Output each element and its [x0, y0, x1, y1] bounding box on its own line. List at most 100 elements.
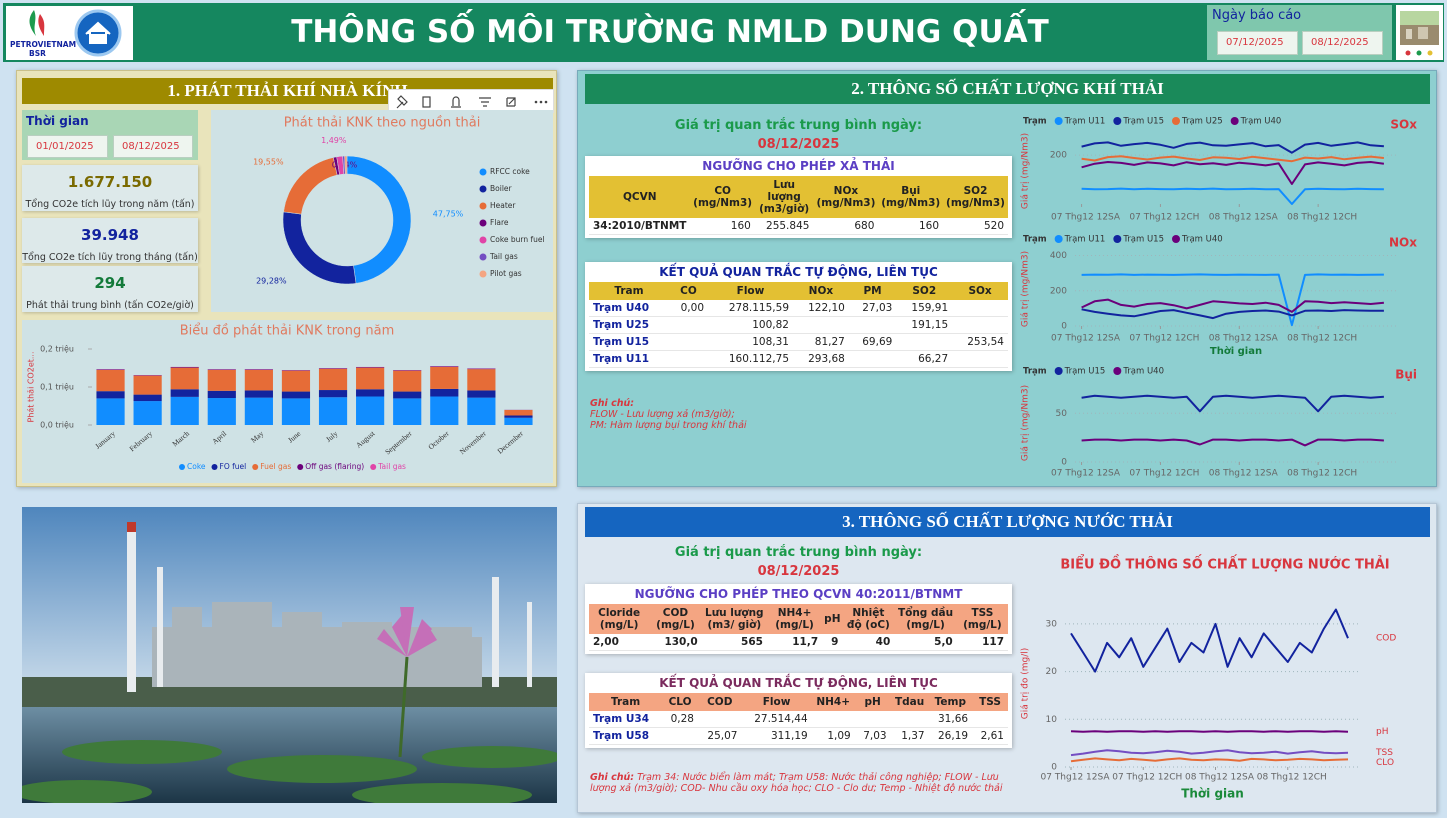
- series-line: [1081, 161, 1385, 185]
- bar-segment: [170, 367, 199, 368]
- table-cell: [668, 350, 709, 368]
- table-cell: 160: [690, 218, 755, 235]
- bar-segment: [207, 398, 236, 425]
- bar-chart: Biểu đồ phát thải KNK trong năm Phát thải…: [22, 320, 553, 483]
- bar-segment: [170, 367, 199, 390]
- date-from[interactable]: 07/12/2025: [1217, 31, 1298, 55]
- table-row: Trạm U25 100,82 191,15: [589, 316, 1008, 334]
- series-line: [1070, 730, 1349, 733]
- y-tick-label: 0: [1061, 322, 1067, 332]
- chart-title: SOx: [1390, 118, 1417, 132]
- bar-segment: [244, 369, 273, 370]
- legend-marker: [1172, 235, 1180, 243]
- date-filter-label: Ngày báo cáo: [1212, 8, 1302, 23]
- chart-title: NOx: [1389, 236, 1417, 250]
- y-tick-label: 20: [1046, 667, 1058, 677]
- row-label: Trạm U11: [589, 350, 669, 368]
- legend-marker: [1172, 117, 1180, 125]
- column-header: Tram: [589, 282, 669, 300]
- filter-icon[interactable]: [479, 97, 491, 107]
- x-tick-label: 08 Thg12 12CH: [1257, 773, 1327, 783]
- column-header: Temp: [928, 693, 973, 711]
- bar-segment: [96, 391, 125, 399]
- x-tick-label: November: [458, 429, 488, 457]
- x-tick-label: July: [324, 429, 340, 444]
- bar-segment: [96, 369, 125, 392]
- table-cell: 2,61: [972, 727, 1008, 745]
- table-cell: 27.514,44: [741, 711, 812, 728]
- legend-label: Trạm U40: [1122, 367, 1164, 377]
- y-tick-label: 0: [1061, 458, 1067, 468]
- legend-label: Flare: [490, 218, 509, 227]
- data-table: Tram CO Flow NOx PM SO2 SOx Trạm U40 0,00 278.115…: [589, 282, 1008, 368]
- table-cell: [848, 350, 897, 368]
- legend-marker: [479, 219, 487, 227]
- bar-segment: [430, 388, 459, 397]
- legend-label: Trạm U11: [1064, 117, 1106, 127]
- table-cell: 25,07: [698, 727, 742, 745]
- table-cell: 117: [956, 634, 1008, 651]
- bar-segment: [170, 396, 199, 425]
- note-label: Ghi chú:: [590, 772, 635, 783]
- header-row: Tram CO Flow NOx PM SO2 SOx: [589, 282, 1008, 300]
- legend-label: Trạm U11: [1064, 235, 1106, 245]
- table-cell: [952, 316, 1008, 334]
- chart-title: Bụi: [1395, 368, 1417, 382]
- table-cell: 191,15: [896, 316, 953, 334]
- legend-label: Coke burn fuel: [490, 235, 545, 244]
- bar-segment: [207, 369, 236, 370]
- legend-label: FO fuel: [220, 462, 247, 471]
- logo-box: PETROVIETNAM BSR: [6, 6, 133, 60]
- period-to[interactable]: 08/12/2025: [113, 135, 193, 158]
- legend-marker: [211, 464, 218, 470]
- x-tick-label: 07 Thg12 12SA: [1051, 213, 1121, 223]
- y-axis-title: Phát thải CO2et...: [26, 351, 36, 422]
- legend-marker: [297, 464, 304, 470]
- page-title: THÔNG SỐ MÔI TRƯỜNG NMLD DUNG QUẤT: [291, 14, 1049, 50]
- table-cell: 0,28: [662, 711, 698, 728]
- x-tick-label: April: [210, 429, 228, 446]
- copy-icon[interactable]: [422, 96, 431, 108]
- legend-marker: [479, 236, 487, 244]
- column-header: pH: [854, 693, 891, 711]
- home-button[interactable]: [74, 9, 122, 57]
- legend-title: Trạm: [1023, 235, 1047, 245]
- table-title: KẾT QUẢ QUAN TRẮC TỰ ĐỘNG, LIÊN TỤC: [659, 676, 938, 690]
- table-row: Trạm U15 108,31 81,27 69,69 253,54: [589, 333, 1008, 351]
- column-header: QCVN: [589, 176, 691, 218]
- more-icon[interactable]: [534, 100, 548, 104]
- date-to[interactable]: 08/12/2025: [1302, 31, 1383, 55]
- note-line: FLOW - Lưu lượng xả (m3/giờ);: [590, 409, 735, 420]
- column-header: SOx: [952, 282, 1008, 300]
- badge-image: [1396, 5, 1443, 60]
- row-label: Trạm U58: [589, 727, 663, 745]
- table-cell: 253,54: [952, 333, 1008, 351]
- column-header: Tram: [589, 693, 663, 711]
- kpi-label: Tổng CO2e tích lũy trong tháng (tấn): [22, 252, 198, 263]
- water-panel: [577, 503, 1437, 813]
- y-tick-label: 10: [1046, 715, 1058, 725]
- line-chart: 200 07 Thg12 12SA 07 Thg12 12CH 08 Thg12 12…: [1021, 117, 1418, 223]
- series-line: [1070, 749, 1349, 757]
- table-cell: 11,7: [766, 634, 823, 651]
- legend-label: Off gas (flaring): [305, 462, 364, 471]
- column-header: CO (mg/Nm3): [690, 176, 755, 218]
- legend-label: Trạm U15: [1064, 367, 1106, 377]
- table-cell: 680: [813, 218, 879, 235]
- series-label: pH: [1376, 727, 1388, 737]
- header-row: Cloride (mg/L) COD (mg/L) Lưu lượng (m3/ g…: [589, 604, 1008, 634]
- table-cell: 159,91: [896, 300, 953, 317]
- legend-title: Trạm: [1023, 117, 1047, 127]
- alert-icon[interactable]: [451, 96, 461, 108]
- line-chart: 0 50 07 Thg12 12SA 07 Thg12 12CH 08 Thg12 12…: [1021, 367, 1418, 479]
- table-cell: 100,82: [708, 316, 793, 334]
- column-header: COD: [698, 693, 742, 711]
- series-line: [1081, 155, 1385, 163]
- period-from[interactable]: 01/01/2025: [27, 135, 108, 158]
- pin-icon[interactable]: [396, 95, 408, 109]
- focus-icon[interactable]: [506, 97, 516, 107]
- table-cell: 278.115,59: [708, 300, 793, 317]
- kpi-value: 1.677.150: [67, 173, 153, 191]
- table-cell: [890, 711, 929, 728]
- subtitle: Giá trị quan trắc trung bình ngày:: [674, 545, 923, 560]
